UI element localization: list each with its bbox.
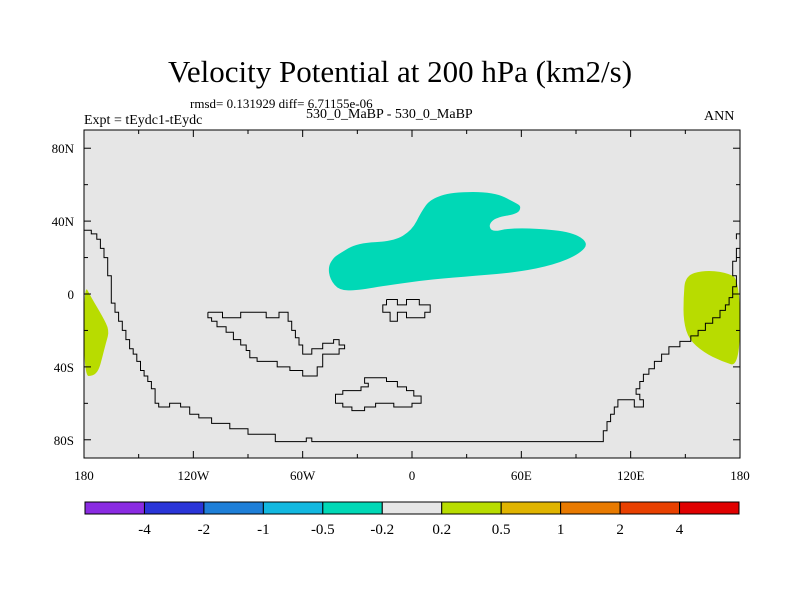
x-tick-label: 120W: [177, 468, 210, 483]
season-label: ANN: [704, 109, 735, 124]
colorbar-swatch: [203, 501, 264, 515]
colorbar-swatch: [441, 501, 502, 515]
positive-anomaly-dateline-south: [84, 289, 109, 376]
colorbar-swatch: [262, 501, 324, 515]
y-tick-label: 80N: [52, 141, 75, 156]
colorbar-swatch: [679, 501, 740, 515]
colorbar-label: 1: [557, 522, 565, 538]
colorbar-swatch: [500, 501, 562, 515]
positive-anomaly-west-pacific: [683, 270, 740, 365]
x-tick-label: 60W: [290, 468, 316, 483]
coastline-outline-small-north-island: [382, 299, 431, 322]
colorbar-swatch: [84, 501, 145, 515]
colorbar-label: -0.5: [311, 522, 335, 538]
y-tick-label: 40S: [54, 360, 74, 375]
rmsd-diff-stats: rmsd= 0.131929 diff= 6.71155e-06: [190, 96, 373, 111]
coastline-outline-southern-islands: [335, 377, 422, 412]
coastline-outline-west-continent-upper-east: [735, 233, 740, 240]
x-tick-label: 120E: [617, 468, 645, 483]
colorbar-label: 0.2: [432, 522, 451, 538]
colorbar-swatch: [381, 501, 443, 515]
colorbar-label: -2: [198, 522, 211, 538]
colorbar-swatch: [560, 501, 621, 515]
experiment-label: Expt = tEydc1-tEydc: [84, 113, 203, 128]
colorbar-label: 0.5: [492, 522, 511, 538]
negative-anomaly-north-atlantic-europe: [328, 192, 586, 291]
colorbar-label: 4: [676, 522, 684, 538]
colorbar-label: 2: [616, 522, 624, 538]
y-tick-label: 0: [68, 287, 75, 302]
x-tick-label: 180: [730, 468, 750, 483]
x-tick-label: 180: [74, 468, 94, 483]
colorbar-label: -1: [257, 522, 270, 538]
colorbar-swatch: [619, 501, 681, 515]
colorbar-swatch: [143, 501, 205, 515]
colorbar-label: -0.2: [370, 522, 394, 538]
coastline-outline-central-continent: [207, 311, 346, 377]
case-label: 530_0_MaBP - 530_0_MaBP: [306, 107, 473, 122]
colorbar-label: -4: [138, 522, 151, 538]
x-tick-label: 60E: [511, 468, 532, 483]
y-tick-label: 80S: [54, 433, 74, 448]
coastline-outline-west-continent: [84, 229, 740, 443]
y-tick-label: 40N: [52, 214, 75, 229]
x-tick-label: 0: [409, 468, 416, 483]
chart-title: Velocity Potential at 200 hPa (km2/s): [167, 54, 633, 89]
colorbar-swatch: [322, 501, 383, 515]
plot-background: [84, 130, 740, 458]
